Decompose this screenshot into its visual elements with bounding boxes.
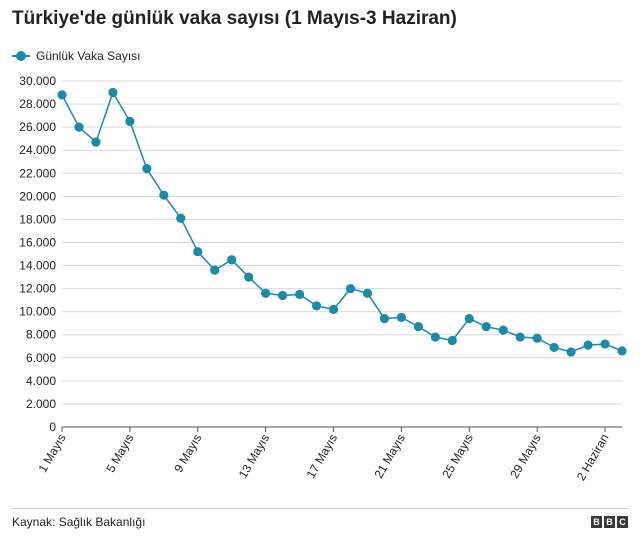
logo-letter: C bbox=[617, 516, 628, 528]
data-point bbox=[600, 339, 610, 349]
data-point bbox=[159, 190, 169, 200]
data-point bbox=[57, 90, 67, 100]
data-point bbox=[261, 288, 271, 298]
data-point bbox=[91, 137, 101, 147]
x-tick-label: 25 Mayıs bbox=[439, 431, 475, 480]
legend: Günlük Vaka Sayısı bbox=[12, 48, 141, 64]
y-tick-label: 8.000 bbox=[26, 328, 56, 342]
legend-marker bbox=[12, 48, 30, 64]
data-point bbox=[294, 289, 305, 299]
footer-divider bbox=[12, 508, 628, 509]
data-point bbox=[74, 122, 84, 132]
data-point bbox=[125, 116, 135, 126]
y-tick-label: 0 bbox=[49, 420, 56, 434]
data-point bbox=[244, 272, 254, 282]
data-point bbox=[396, 312, 406, 323]
data-point bbox=[142, 164, 152, 174]
logo-letter: B bbox=[604, 516, 615, 528]
data-point bbox=[345, 284, 356, 294]
data-point bbox=[379, 313, 390, 324]
x-tick-label: 5 Mayıs bbox=[103, 432, 136, 475]
x-tick-label: 29 Mayıs bbox=[507, 432, 543, 481]
data-point bbox=[481, 322, 491, 332]
logo-letter: B bbox=[591, 516, 602, 528]
data-point bbox=[498, 325, 508, 335]
source-note: Kaynak: Sağlık Bakanlığı bbox=[12, 515, 146, 529]
y-tick-label: 4.000 bbox=[26, 374, 56, 388]
y-tick-label: 20.000 bbox=[19, 189, 56, 203]
x-axis-ticks: 1 Mayıs 5 Mayıs 9 Mayıs 13 Mayıs 17 Mayıs 21 … bbox=[35, 427, 612, 483]
data-point bbox=[515, 332, 525, 342]
data-point bbox=[413, 322, 423, 332]
data-point bbox=[210, 265, 220, 275]
x-tick-label: 13 Mayıs bbox=[236, 432, 272, 481]
y-tick-label: 16.000 bbox=[19, 235, 56, 249]
data-point bbox=[227, 255, 237, 265]
x-tick-label: 9 Mayıs bbox=[171, 432, 204, 475]
y-axis-ticks: 0 2.000 4.000 6.000 8.000 10.000 12.000 14.000 1… bbox=[19, 74, 56, 434]
data-point bbox=[617, 346, 627, 356]
y-tick-label: 24.000 bbox=[19, 143, 56, 157]
y-tick-label: 28.000 bbox=[19, 97, 56, 111]
data-point bbox=[447, 335, 457, 346]
data-point bbox=[566, 347, 576, 357]
data-point bbox=[176, 213, 186, 223]
gridlines bbox=[62, 80, 622, 428]
data-point bbox=[193, 247, 203, 257]
x-tick-label: 1 Mayıs bbox=[35, 432, 68, 475]
y-tick-label: 22.000 bbox=[19, 166, 56, 180]
data-point bbox=[311, 301, 322, 311]
data-point bbox=[362, 288, 373, 298]
series-layer bbox=[57, 87, 627, 357]
bbc-logo: B B C bbox=[591, 516, 628, 528]
series-line bbox=[61, 91, 623, 353]
legend-label: Günlük Vaka Sayısı bbox=[36, 49, 141, 63]
data-point bbox=[464, 313, 474, 324]
data-point bbox=[430, 332, 440, 342]
data-point bbox=[278, 290, 288, 301]
data-point bbox=[583, 340, 593, 350]
data-point bbox=[108, 87, 118, 98]
y-tick-label: 14.000 bbox=[19, 259, 56, 273]
x-tick-label: 17 Mayıs bbox=[304, 432, 340, 481]
data-point bbox=[532, 333, 542, 343]
y-tick-label: 10.000 bbox=[19, 305, 56, 319]
data-point bbox=[328, 304, 339, 314]
x-tick-label: 2 Haziran bbox=[574, 432, 612, 483]
chart-title: Türkiye'de günlük vaka sayısı (1 Mayıs-3… bbox=[12, 8, 457, 29]
y-tick-label: 12.000 bbox=[19, 282, 56, 296]
y-tick-label: 30.000 bbox=[19, 74, 56, 88]
data-point bbox=[549, 342, 559, 353]
x-tick-label: 21 Mayıs bbox=[372, 432, 408, 481]
line-chart: 0 2.000 4.000 6.000 8.000 10.000 12.000 14.000 1… bbox=[19, 74, 627, 483]
y-tick-label: 26.000 bbox=[19, 120, 56, 134]
y-tick-label: 6.000 bbox=[26, 351, 56, 365]
y-tick-label: 2.000 bbox=[26, 397, 56, 411]
y-tick-label: 18.000 bbox=[19, 212, 56, 226]
